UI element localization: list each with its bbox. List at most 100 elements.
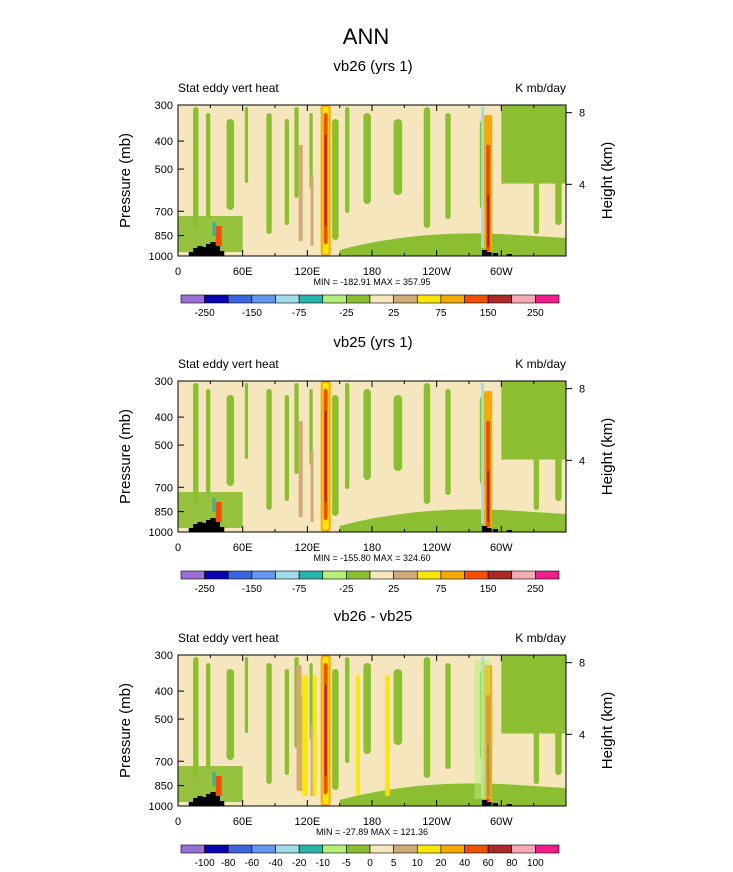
y-right-tick-label: 8 <box>579 658 585 670</box>
y-tick-label: 500 <box>155 440 173 452</box>
colorbar-label: -25 <box>339 308 354 319</box>
colorbar-swatch <box>227 570 253 580</box>
green-contour-band <box>284 669 290 775</box>
colorbar-swatch <box>487 570 513 580</box>
colorbar-swatch <box>298 294 324 304</box>
colorbar-swatch <box>251 570 276 580</box>
darkred-contour-column <box>324 135 327 226</box>
panel-left-label: Stat eddy vert heat <box>178 81 279 95</box>
colorbar-swatch <box>251 844 276 854</box>
colorbar-label: -10 <box>316 858 331 869</box>
colorbar-swatch <box>322 570 347 580</box>
colorbar-swatch <box>369 570 394 580</box>
green-contour-band <box>393 395 403 471</box>
terrain-mask <box>506 254 513 256</box>
colorbar-swatch <box>227 844 253 854</box>
green-contour-band <box>226 119 235 210</box>
yellow-contour-band <box>355 675 360 796</box>
colorbar-label: -40 <box>268 858 283 869</box>
x-tick-label: 60W <box>490 266 513 278</box>
terrain-mask <box>492 253 499 256</box>
terrain-mask <box>193 248 199 256</box>
colorbar-label: -80 <box>221 858 236 869</box>
y-tick-label: 300 <box>155 650 173 662</box>
green-contour-band <box>423 383 431 504</box>
colorbar-swatch <box>251 294 276 304</box>
green-contour-band <box>309 113 313 189</box>
green-contour-band <box>266 389 272 510</box>
green-contour-band <box>244 107 249 183</box>
colorbar-swatch <box>511 294 536 304</box>
tan-contour-band <box>296 665 302 791</box>
green-contour-band <box>294 383 299 474</box>
red-contour-patch <box>215 226 222 246</box>
green-contour-band <box>244 657 249 733</box>
x-tick-label: 60W <box>490 816 513 828</box>
terrain-mask <box>492 803 499 806</box>
colorbar-swatch <box>416 570 442 580</box>
terrain-mask <box>481 526 488 532</box>
teal-contour-patch <box>212 222 216 236</box>
terrain-mask <box>214 796 220 806</box>
terrain-mask <box>201 247 208 256</box>
tan-contour-band <box>298 421 303 517</box>
green-boundary-layer <box>339 509 566 532</box>
x-tick-label: 0 <box>175 266 181 278</box>
colorbar-swatch <box>535 844 560 854</box>
green-contour-band <box>345 657 350 763</box>
darkred-contour-column <box>487 195 490 246</box>
y-tick-label: 850 <box>155 781 173 793</box>
darkred-contour-column <box>487 471 490 522</box>
y-axis-title: Pressure (mb) <box>117 409 134 504</box>
y-tick-label: 300 <box>155 100 173 112</box>
green-contour-region <box>501 381 566 460</box>
terrain-mask <box>214 522 220 532</box>
tan-contour-band <box>298 145 303 241</box>
colorbar-label: -250 <box>195 584 215 595</box>
y-right-axis-title: Height (km) <box>599 418 616 496</box>
panel-3: vb26 - vb25 Stat eddy vert heat K mb/day 0 6… <box>117 608 616 869</box>
terrain-mask <box>486 802 492 806</box>
colorbar-swatch <box>369 294 394 304</box>
min-max-stats: MIN = -27.89 MAX = 121.36 <box>316 827 428 837</box>
colorbar-label: -60 <box>245 858 260 869</box>
colorbar-label: 150 <box>480 584 497 595</box>
green-boundary-layer <box>339 783 566 806</box>
colorbar-label: -250 <box>195 308 215 319</box>
terrain-mask <box>214 246 220 256</box>
colorbar-swatch <box>464 844 489 854</box>
terrain-mask <box>188 528 195 532</box>
colorbar-swatch <box>204 844 229 854</box>
y-tick-label: 500 <box>155 164 173 176</box>
green-contour-band <box>206 663 211 769</box>
green-contour-band <box>332 119 339 240</box>
y-axis-title: Pressure (mb) <box>117 133 134 228</box>
green-contour-band <box>345 107 350 213</box>
green-contour-band <box>309 663 313 739</box>
colorbar-swatch <box>180 844 205 854</box>
colorbar-label: 75 <box>435 308 447 319</box>
x-tick-label: 0 <box>175 542 181 554</box>
colorbar-swatch <box>298 570 324 580</box>
colorbar-swatch <box>369 844 394 854</box>
y-right-tick-label: 4 <box>579 729 585 741</box>
y-right-tick-label: 4 <box>579 179 585 191</box>
x-tick-label: 60E <box>233 542 253 554</box>
green-contour-band <box>266 113 272 234</box>
yellow-contour-band <box>301 675 308 796</box>
colorbar-label: -5 <box>342 858 351 869</box>
panel-left-label: Stat eddy vert heat <box>178 357 279 371</box>
colorbar-label: -100 <box>195 858 215 869</box>
colorbar-swatch <box>487 294 513 304</box>
panel-subtitle: vb25 (yrs 1) <box>333 334 412 351</box>
green-contour-band <box>284 119 290 225</box>
y-axis-title: Pressure (mb) <box>117 683 134 778</box>
y-tick-label: 850 <box>155 231 173 243</box>
colorbar-swatch <box>322 844 347 854</box>
colorbar-label: 100 <box>527 858 544 869</box>
colorbar-swatch <box>416 294 442 304</box>
terrain-mask <box>492 529 499 532</box>
yellow-contour-band <box>312 675 317 796</box>
terrain-mask <box>188 252 195 256</box>
green-contour-band <box>445 113 451 219</box>
